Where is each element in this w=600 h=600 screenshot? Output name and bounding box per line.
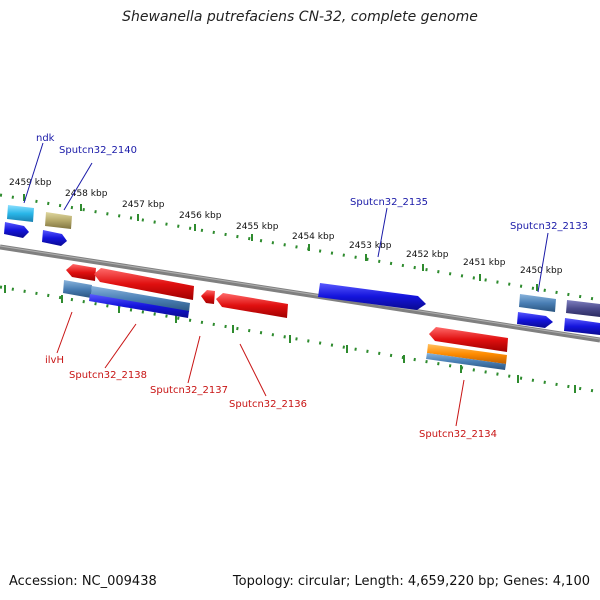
- feature-blue-arrow-4[interactable]: [564, 318, 600, 335]
- leader-sputcn32-2138: [104, 323, 137, 369]
- feature-blue-arrow-3[interactable]: [517, 312, 553, 328]
- feature-sputcn32-2140[interactable]: [45, 212, 72, 229]
- feature-red-arrow-3[interactable]: [201, 290, 215, 304]
- label-sputcn32-2138: Sputcn32_2138: [69, 370, 147, 381]
- label-ilvh: ilvH: [45, 355, 64, 366]
- lower-major-ticks: [4, 285, 576, 393]
- map-title: Shewanella putrefaciens CN-32, complete …: [122, 9, 478, 25]
- feature-sputcn32-2133[interactable]: [519, 294, 556, 312]
- leader-sputcn32-2134: [455, 379, 465, 427]
- feature-orange-bar[interactable]: [427, 344, 507, 364]
- label-sputcn32-2135: Sputcn32_2135: [350, 197, 428, 208]
- tick-label: 2451 kbp: [463, 258, 506, 268]
- upper-dotted-track: [0, 193, 600, 302]
- label-sputcn32-2140: Sputcn32_2140: [59, 145, 137, 156]
- feature-red-arrow-4[interactable]: [216, 293, 288, 318]
- leader-sputcn32-2137: [187, 335, 201, 384]
- genome-backbone: [0, 244, 600, 343]
- leader-sputcn32-2133: [537, 232, 549, 293]
- leader-sputcn32-2135: [377, 207, 388, 258]
- tick-label: 2452 kbp: [406, 250, 449, 260]
- feature-steel-bar[interactable]: [91, 286, 190, 312]
- tick-label: 2453 kbp: [349, 241, 392, 251]
- genome-summary-text: Topology: circular; Length: 4,659,220 bp…: [232, 574, 590, 589]
- leader-sputcn32-2136: [239, 343, 267, 397]
- leader-sputcn32-2140: [63, 162, 93, 211]
- label-sputcn32-2133: Sputcn32_2133: [510, 221, 588, 232]
- feature-blue-bar[interactable]: [89, 294, 189, 318]
- tick-label: 2456 kbp: [179, 211, 222, 221]
- feature-red-arrow-2[interactable]: [94, 268, 194, 300]
- backbone-highlight: [0, 245, 600, 340]
- label-sputcn32-2137: Sputcn32_2137: [150, 385, 228, 396]
- feature-sputcn32-2135[interactable]: [318, 283, 426, 310]
- feature-ilvh[interactable]: [63, 280, 92, 298]
- feature-sputcn32-2134[interactable]: [429, 327, 508, 352]
- leader-ilvh: [56, 311, 73, 354]
- label-sputcn32-2136: Sputcn32_2136: [229, 399, 307, 410]
- feature-ndk[interactable]: [7, 205, 34, 222]
- tick-label: 2457 kbp: [122, 200, 165, 210]
- tick-label: 2455 kbp: [236, 222, 279, 232]
- label-ndk: ndk: [36, 133, 55, 144]
- accession-text: Accession: NC_009438: [9, 574, 157, 589]
- feature-blue-arrow-2[interactable]: [42, 230, 67, 246]
- upper-major-ticks: [23, 194, 538, 291]
- tick-label: 2454 kbp: [292, 232, 335, 242]
- tick-label: 2458 kbp: [65, 189, 108, 199]
- feature-red-arrow-1[interactable]: [66, 264, 96, 281]
- leader-ndk: [23, 142, 44, 204]
- feature-blue-arrow-1[interactable]: [4, 222, 29, 238]
- label-sputcn32-2134: Sputcn32_2134: [419, 429, 497, 440]
- feature-steel-bar-2[interactable]: [426, 353, 506, 370]
- feature-slate[interactable]: [566, 300, 600, 317]
